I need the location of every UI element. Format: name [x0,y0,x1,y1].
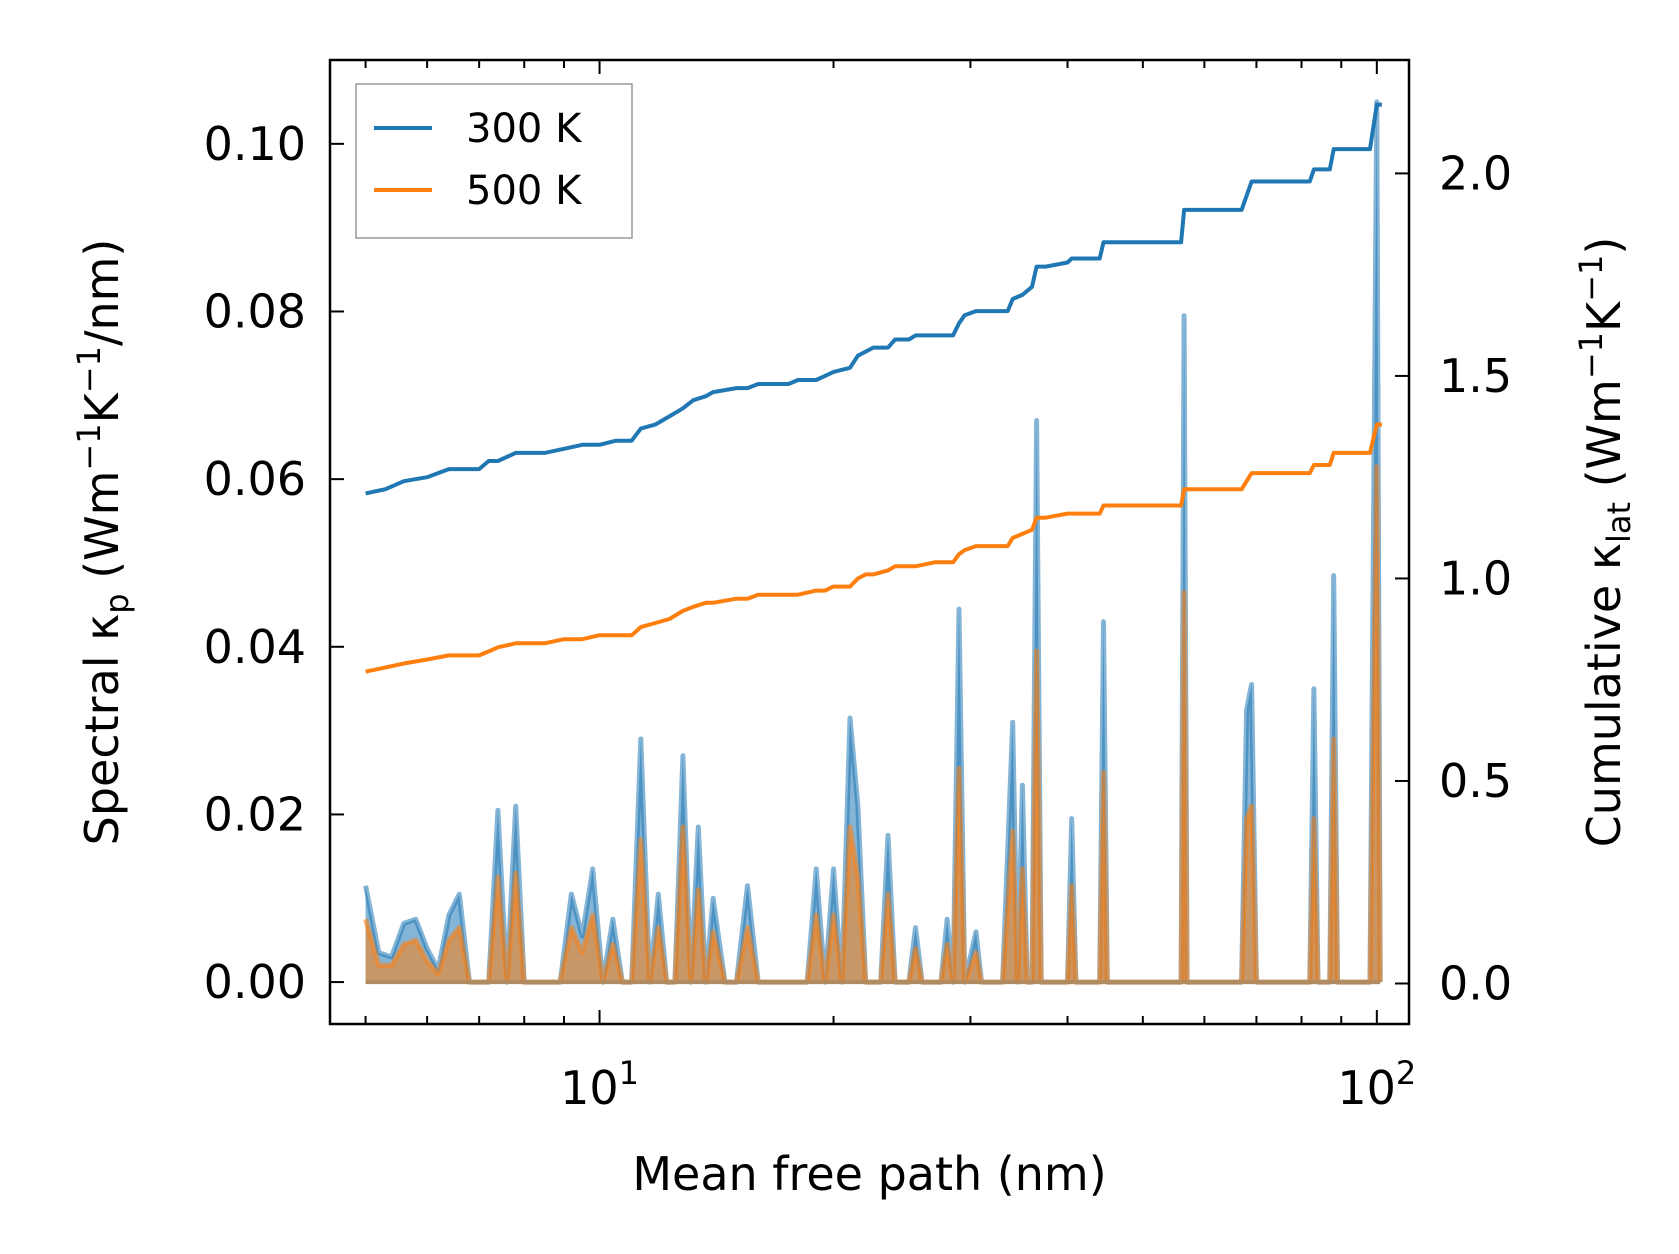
x-tick-label-0: 101 [560,1054,639,1115]
right-y-tick-label-2: 1.0 [1439,551,1512,605]
x-tick-label-base: 10 [560,1061,619,1115]
right-y-tick-label-4: 2.0 [1439,146,1512,200]
right-y-label-sub: lat [1600,502,1638,543]
left-y-label-sup2: −1 [70,346,108,393]
legend-box [355,83,633,239]
left-y-tick-label-3: 0.06 [204,452,306,506]
spectral-line-500k [363,464,1383,985]
x-tick-label-base: 10 [1337,1061,1396,1115]
right-y-label-sup1: −1 [1572,332,1610,379]
x-tick-label-exp: 1 [619,1054,639,1092]
legend-label-500k: 500 K [466,168,583,214]
x-tick-label-exp: 2 [1396,1054,1416,1092]
right-y-label-main: Cumulative κ [1577,543,1631,847]
left-y-tick-label-0: 0.00 [204,955,306,1009]
right-y-tick-label-3: 1.5 [1439,349,1512,403]
right-y-tick-label-1: 0.5 [1439,754,1512,808]
right-y-tick-label-0: 0.0 [1439,956,1512,1010]
left-y-label-unit-open: (Wm [75,471,129,594]
left-y-tick-label-4: 0.08 [204,284,306,338]
x-tick-label-1: 102 [1337,1054,1416,1115]
left-y-label-sub: p [98,593,136,613]
ticks: 101 1020.000.020.040.060.080.100.00.51.01… [204,60,1512,1115]
legend-label-300k: 300 K [466,106,583,152]
right-y-label-sup2: −1 [1572,255,1610,302]
cumulative-line-500k [365,422,1382,674]
cumulative-line-300k [365,102,1382,496]
right-y-label-unit-close: ) [1577,237,1631,255]
legend: 300 K 500 K [355,83,633,239]
left-y-label-sup1: −1 [70,423,108,470]
axes-frame [328,58,1411,1026]
left-y-label-k: K [75,391,129,423]
left-y-label-unit-close: /nm) [75,239,129,346]
left-y-label-main: Spectral κ [75,614,129,846]
right-y-label-k: K [1577,300,1631,332]
left-y-tick-label-2: 0.04 [204,620,306,674]
left-y-tick-label-1: 0.02 [204,787,306,841]
left-y-axis-label: Spectral κp (Wm−1K−1/nm) [70,239,136,846]
right-y-label-unit-open: (Wm [1577,379,1631,502]
left-y-tick-label-5: 0.10 [204,117,306,171]
right-y-axis-label: Cumulative κlat (Wm−1K−1) [1572,237,1638,848]
x-axis-label: Mean free path (nm) [632,1147,1106,1201]
chart-marks [363,99,1383,985]
